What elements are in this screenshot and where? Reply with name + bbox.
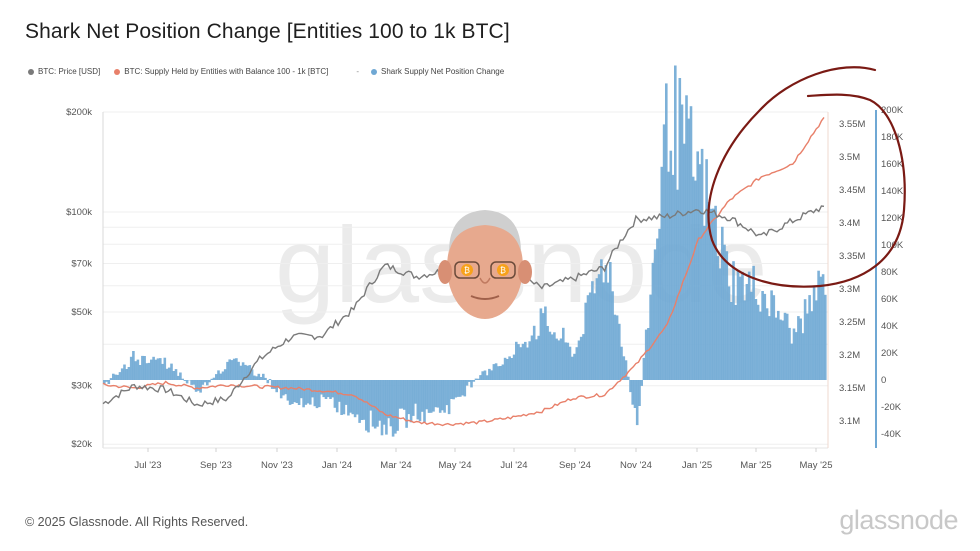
date-tick-label: May '25 — [800, 460, 833, 471]
supply-tick-label: 3.4M — [839, 218, 860, 229]
chart-title: Shark Net Position Change [Entities 100 … — [25, 20, 510, 43]
date-tick-label: Jul '23 — [134, 460, 161, 471]
net-change-tick-label: 140K — [881, 186, 904, 197]
legend-label-price: BTC: Price [USD] — [38, 67, 101, 76]
price-tick-label: $30k — [71, 381, 92, 392]
legend-label-net-change: Shark Supply Net Position Change — [381, 67, 505, 76]
supply-tick-label: 3.35M — [839, 251, 865, 262]
glassnode-logo: glassnode — [839, 505, 958, 535]
legend-label-supply: BTC: Supply Held by Entities with Balanc… — [124, 67, 329, 76]
price-tick-label: $70k — [71, 258, 92, 269]
svg-text:₿: ₿ — [500, 266, 506, 275]
price-tick-label: $100k — [66, 207, 92, 218]
date-axis-ticks: Jul '23 Sep '23 Nov '23 Jan '24 Mar '24 May '… — [134, 448, 832, 471]
annotation-circle — [707, 66, 906, 288]
supply-tick-label: 3.2M — [839, 350, 860, 361]
net-change-tick-label: 180K — [881, 132, 904, 143]
net-change-tick-label: 200K — [881, 105, 904, 116]
price-axis-ticks: $20k $30k $50k $70k $100k $200k — [66, 107, 92, 450]
legend-item-net-change[interactable]: Shark Supply Net Position Change — [371, 67, 504, 76]
legend-separator: - — [356, 67, 359, 76]
price-tick-label: $50k — [71, 307, 92, 318]
supply-tick-label: 3.5M — [839, 152, 860, 163]
supply-tick-label: 3.15M — [839, 383, 865, 394]
net-position-bars — [103, 65, 827, 437]
legend-dot-price-icon — [28, 68, 34, 75]
date-tick-label: Sep '23 — [200, 460, 232, 471]
net-change-tick-label: -40K — [881, 429, 902, 440]
net-change-tick-label: 0 — [881, 375, 886, 386]
supply-tick-label: 3.45M — [839, 185, 865, 196]
date-tick-label: Nov '23 — [261, 460, 293, 471]
svg-text:₿: ₿ — [464, 266, 470, 275]
copyright-text: © 2025 Glassnode. All Rights Reserved. — [25, 515, 249, 529]
net-change-tick-label: 120K — [881, 213, 904, 224]
date-tick-label: Jan '25 — [682, 460, 712, 471]
date-tick-label: Jul '24 — [500, 460, 527, 471]
net-change-tick-label: 160K — [881, 159, 904, 170]
supply-tick-label: 3.55M — [839, 119, 865, 130]
net-change-axis-ticks: -40K-20K020K40K60K80K100K120K140K160K180… — [881, 105, 904, 440]
supply-tick-label: 3.1M — [839, 416, 860, 427]
date-tick-label: Sep '24 — [559, 460, 591, 471]
date-tick-label: Mar '25 — [740, 460, 771, 471]
supply-tick-label: 3.3M — [839, 284, 860, 295]
net-change-tick-label: 60K — [881, 294, 899, 305]
date-tick-label: May '24 — [439, 460, 472, 471]
price-tick-label: $200k — [66, 107, 92, 118]
date-tick-label: Mar '24 — [380, 460, 411, 471]
date-tick-label: Jan '24 — [322, 460, 352, 471]
net-change-tick-label: 20K — [881, 348, 899, 359]
net-change-tick-label: 40K — [881, 321, 899, 332]
legend-dot-net-change-icon — [371, 68, 377, 75]
supply-line — [102, 116, 825, 427]
cartoon-head-sticker: ₿ ₿ — [438, 210, 532, 319]
chart-legend: BTC: Price [USD] BTC: Supply Held by Ent… — [28, 67, 518, 76]
legend-item-price[interactable]: BTC: Price [USD] — [28, 67, 100, 76]
supply-tick-label: 3.25M — [839, 317, 865, 328]
date-tick-label: Nov '24 — [620, 460, 652, 471]
net-change-tick-label: 80K — [881, 267, 899, 278]
price-tick-label: $20k — [71, 439, 92, 450]
net-change-tick-label: -20K — [881, 402, 902, 413]
supply-axis-ticks: 3.1M 3.15M 3.2M 3.25M 3.3M 3.35M 3.4M 3.45M 3.5M… — [839, 119, 865, 427]
legend-dot-supply-icon — [114, 68, 121, 75]
legend-item-supply[interactable]: BTC: Supply Held by Entities with Balanc… — [114, 67, 328, 76]
